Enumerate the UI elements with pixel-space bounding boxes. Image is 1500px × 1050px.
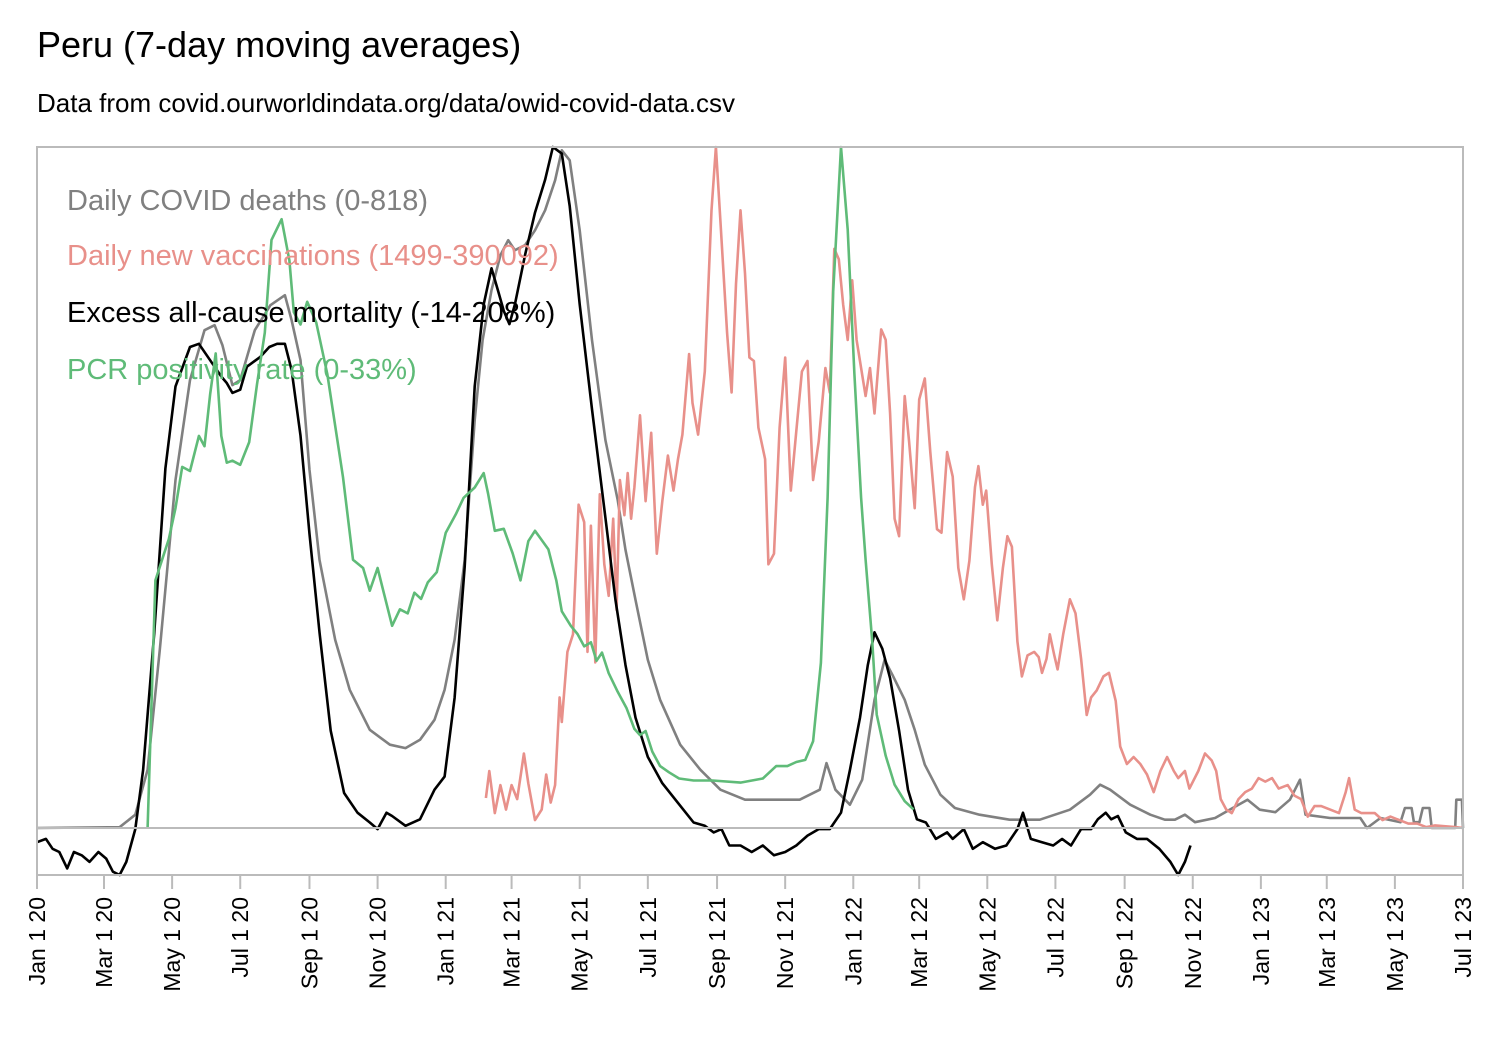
series-line-daily-covid-deaths (36, 149, 1465, 830)
x-tick-label: Jul 1 23 (1450, 897, 1476, 978)
x-tick-label: Jul 1 20 (227, 897, 253, 978)
chart-title: Peru (7-day moving averages) (37, 24, 522, 65)
x-tick-label: Nov 1 21 (772, 897, 798, 989)
x-tick-label: Mar 1 22 (906, 897, 932, 988)
x-tick-label: Jul 1 21 (635, 897, 661, 978)
plot-frame (36, 146, 1464, 876)
x-tick-label: Jul 1 22 (1042, 897, 1068, 978)
x-tick-label: Jan 1 22 (840, 897, 866, 985)
chart-subtitle: Data from covid.ourworldindata.org/data/… (37, 88, 736, 118)
series-line-daily-new-vaccinations (484, 145, 1464, 830)
x-tick-label: Sep 1 21 (704, 897, 730, 989)
x-tick-label: Mar 1 21 (499, 897, 525, 988)
legend-item-vaccinations: Daily new vaccinations (1499-390092) (67, 240, 559, 272)
legend-item-excess-mortality: Excess all-cause mortality (-14-208%) (67, 297, 555, 329)
legend: Daily COVID deaths (0-818) Daily new vac… (67, 185, 559, 386)
series-layer (36, 145, 1465, 877)
series-line-pcr-positivity-rate (146, 145, 915, 829)
x-tick-label: May 1 22 (974, 897, 1000, 992)
x-tick-label: Nov 1 22 (1180, 897, 1206, 989)
x-tick-label: May 1 20 (159, 897, 185, 992)
x-tick-label: May 1 21 (567, 897, 593, 992)
x-tick-label: Mar 1 23 (1314, 897, 1340, 988)
x-tick-label: Sep 1 22 (1112, 897, 1138, 989)
x-axis: Jan 1 20 Mar 1 20 May 1 20 Jul 1 20 Sep 1 20… (24, 875, 1476, 992)
x-tick-label: Jan 1 20 (24, 897, 50, 985)
legend-item-deaths: Daily COVID deaths (0-818) (67, 185, 428, 217)
legend-item-pcr-positivity: PCR positivity rate (0-33%) (67, 354, 417, 386)
x-tick-label: Mar 1 20 (91, 897, 117, 988)
x-tick-label: Jan 1 21 (433, 897, 459, 985)
x-tick-label: May 1 23 (1382, 897, 1408, 992)
x-tick-label: Jan 1 23 (1248, 897, 1274, 985)
x-tick-label: Nov 1 20 (365, 897, 391, 989)
x-tick-label: Sep 1 20 (296, 897, 322, 989)
